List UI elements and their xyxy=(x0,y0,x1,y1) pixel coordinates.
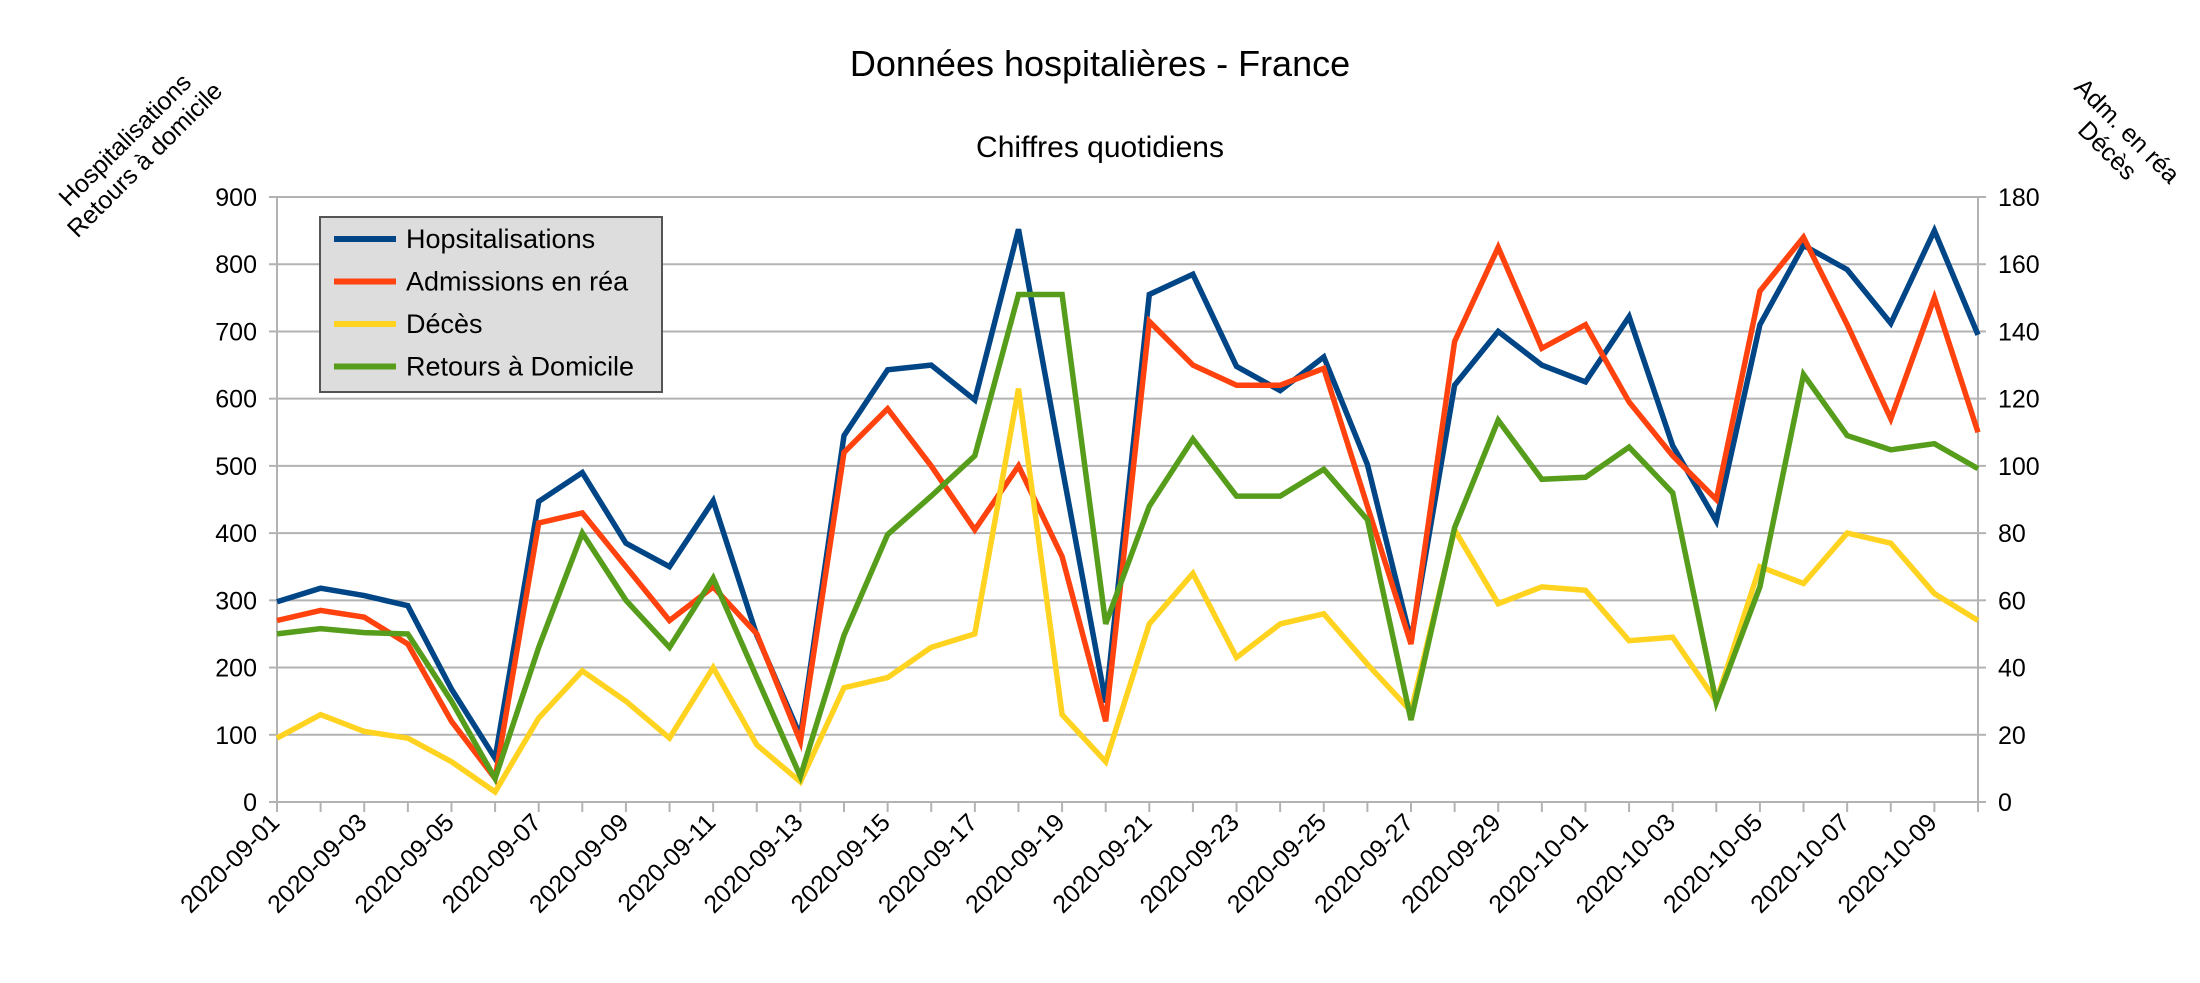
y-left-tick-label: 300 xyxy=(215,587,257,615)
y-right-tick-label: 40 xyxy=(1998,655,2026,683)
series-line-2 xyxy=(276,232,1981,786)
series-line-3 xyxy=(275,388,1980,796)
y-left-tick-label: 500 xyxy=(215,453,257,481)
y-right-tick-label: 120 xyxy=(1998,386,2040,414)
y-right-axis-title: Adm. en réa Décès xyxy=(2069,73,2185,189)
x-ticks: 2020-09-012020-09-032020-09-052020-09-07… xyxy=(175,808,1943,918)
y-right-tick-label: 80 xyxy=(1998,520,2026,548)
series-layer xyxy=(275,223,1981,796)
y-left-tick-label: 700 xyxy=(215,318,257,346)
legend-label: Décès xyxy=(406,309,483,339)
y-right-tick-label: 160 xyxy=(1998,251,2040,279)
y-left-tick-label: 200 xyxy=(215,655,257,683)
y-left-ticks: 0 100 200 300 400 500 600 700 800 900 xyxy=(215,184,257,817)
legend: Hopsitalisations Admissions en réa Décès Re… xyxy=(319,216,663,393)
series-line-4 xyxy=(276,291,1980,786)
legend-box xyxy=(319,216,663,393)
chart-subtitle: Chiffres quotidiens xyxy=(976,131,1224,164)
y-right-tick-label: 100 xyxy=(1998,453,2040,481)
y-left-tick-label: 900 xyxy=(215,184,257,212)
legend-label: Retours à Domicile xyxy=(406,352,634,382)
y-left-tick-label: 800 xyxy=(215,251,257,279)
y-right-tick-label: 0 xyxy=(1998,789,2012,817)
y-right-tick-label: 20 xyxy=(1998,722,2026,750)
y-right-tick-label: 180 xyxy=(1998,184,2040,212)
y-left-axis-title: Hospitalisations Retours à domicile xyxy=(53,68,228,243)
y-left-tick-label: 100 xyxy=(215,722,257,750)
chart-title: Données hospitalières - France xyxy=(850,43,1350,84)
y-right-ticks: 0 20 40 60 80 100 120 140 160 180 xyxy=(1998,184,2040,817)
legend-label: Hopsitalisations xyxy=(406,224,595,254)
y-left-tick-label: 600 xyxy=(215,386,257,414)
y-right-tick-label: 60 xyxy=(1998,587,2026,615)
y-right-tick-label: 140 xyxy=(1998,318,2040,346)
y-left-tick-label: 0 xyxy=(243,789,257,817)
axes xyxy=(269,196,1986,812)
legend-label: Admissions en réa xyxy=(406,267,629,297)
y-left-tick-label: 400 xyxy=(215,520,257,548)
